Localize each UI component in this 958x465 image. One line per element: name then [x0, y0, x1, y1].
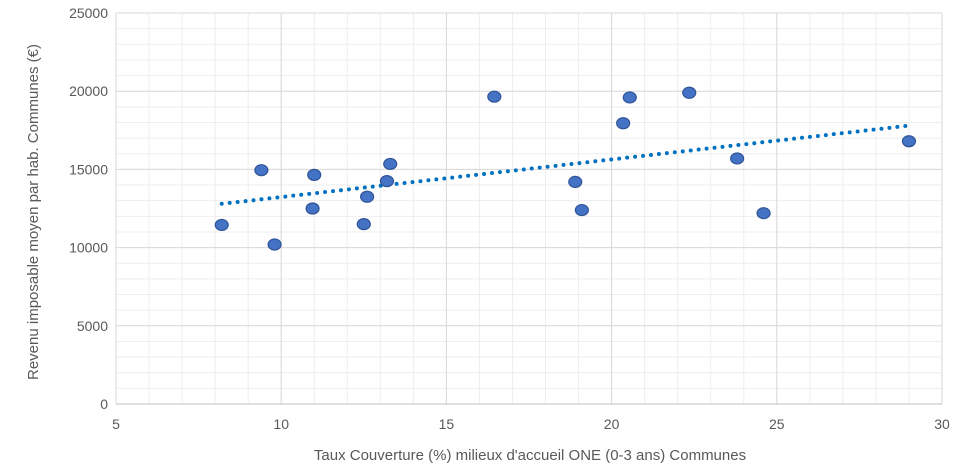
- x-tick-label: 5: [112, 416, 120, 432]
- minor-gridlines: [115, 12, 943, 405]
- data-points: [214, 86, 917, 251]
- x-tick-label: 25: [769, 416, 785, 432]
- x-tick-labels: 5 10 15 20 25 30: [112, 416, 950, 432]
- y-tick-label: 0: [100, 396, 108, 412]
- data-point: [360, 190, 375, 203]
- trendline-line: [219, 123, 911, 206]
- x-axis-title: Taux Couverture (%) milieux d'accueil ON…: [314, 447, 746, 464]
- y-tick-label: 10000: [69, 240, 108, 256]
- data-point: [356, 218, 371, 231]
- x-tick-label: 10: [273, 416, 289, 432]
- data-point: [574, 203, 589, 217]
- data-point: [383, 157, 398, 171]
- y-tick-labels: 0 5000 10000 15000 20000 25000: [69, 5, 108, 412]
- data-point: [730, 152, 745, 165]
- data-point: [307, 168, 322, 181]
- data-point: [756, 207, 771, 220]
- data-point: [901, 135, 917, 148]
- data-point: [682, 86, 697, 99]
- data-point: [616, 117, 631, 130]
- y-tick-label: 25000: [69, 5, 108, 21]
- data-point: [568, 175, 583, 189]
- data-point: [267, 238, 282, 251]
- y-axis-title: Revenu imposable moyen par hab. Communes…: [25, 44, 42, 380]
- data-point: [622, 91, 637, 104]
- axes: [115, 13, 942, 405]
- y-tick-label: 15000: [69, 161, 108, 177]
- x-tick-label: 15: [439, 416, 455, 432]
- data-point: [487, 90, 502, 103]
- x-tick-label: 20: [604, 416, 620, 432]
- trendline: [219, 123, 911, 206]
- data-point: [214, 218, 229, 232]
- data-point: [305, 202, 320, 215]
- y-tick-label: 20000: [69, 83, 108, 99]
- data-point: [254, 164, 269, 177]
- major-gridlines: [115, 12, 943, 405]
- data-point: [379, 175, 395, 188]
- x-tick-label: 30: [934, 416, 950, 432]
- y-tick-label: 5000: [77, 318, 108, 334]
